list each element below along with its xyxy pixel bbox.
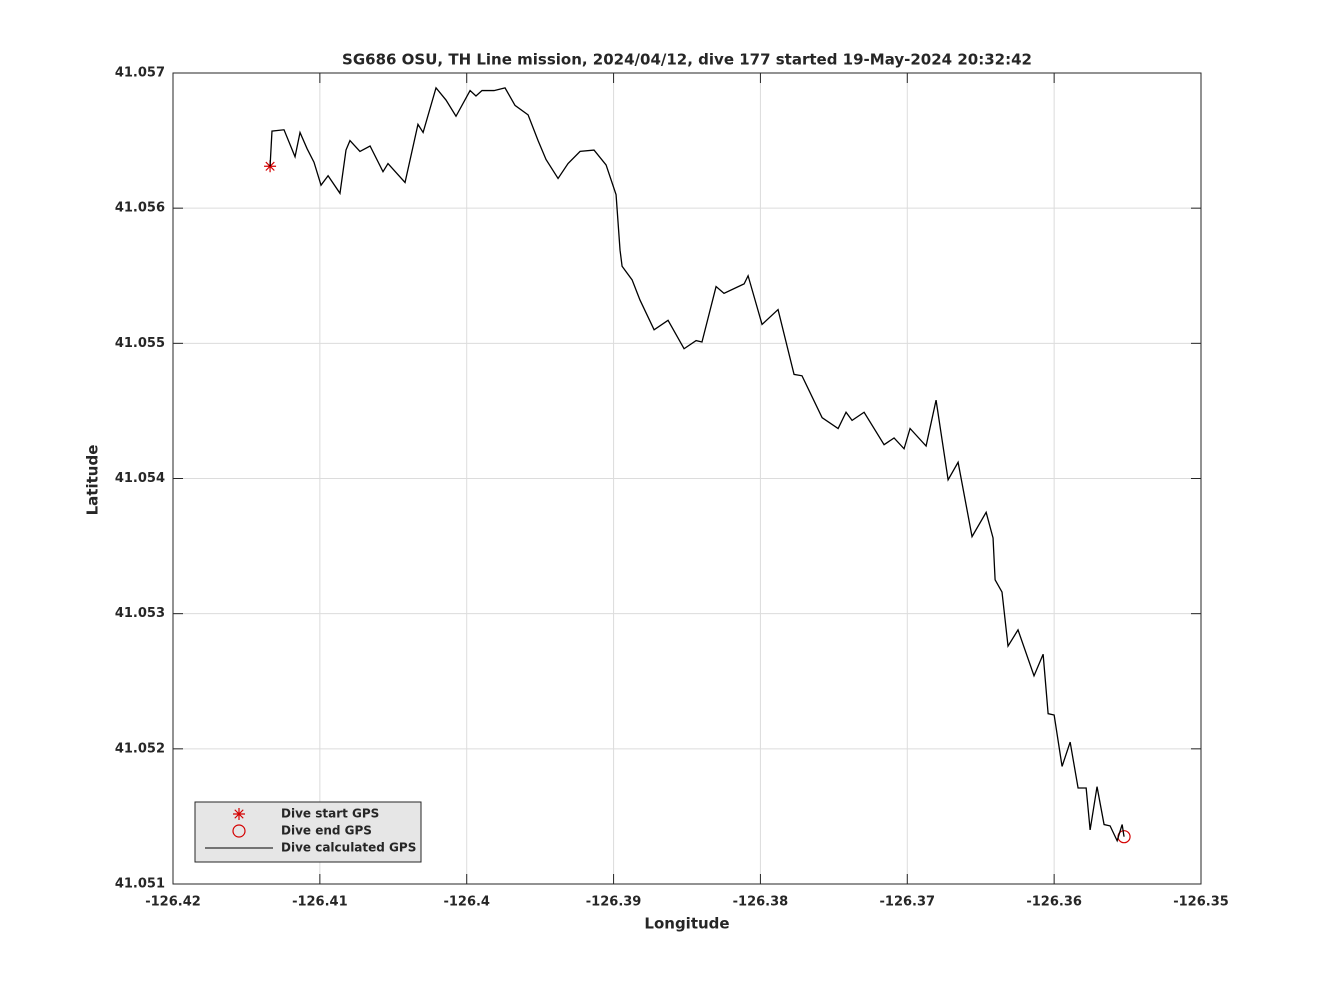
legend-symbol (232, 824, 246, 838)
y-tick-label: 41.052 (115, 741, 165, 756)
y-tick-label: 41.055 (115, 336, 165, 351)
x-tick-label: -126.41 (292, 895, 348, 910)
chart-title: SG686 OSU, TH Line mission, 2024/04/12, … (342, 51, 1032, 69)
x-tick-label: -126.42 (145, 895, 201, 910)
axes-box (172, 72, 1202, 885)
legend-label: Dive start GPS (281, 807, 379, 821)
y-axis-label: Latitude (84, 445, 102, 516)
y-tick-label: 41.057 (115, 66, 165, 81)
x-tick-label: -126.36 (1026, 895, 1082, 910)
y-tick-label: 41.054 (115, 471, 165, 486)
y-tick-label: 41.051 (115, 877, 165, 892)
track-line (269, 86, 1125, 843)
x-tick-label: -126.37 (880, 895, 936, 910)
y-tick-label: 41.053 (115, 606, 165, 621)
legend-symbol (233, 808, 245, 820)
x-tick-label: -126.38 (733, 895, 789, 910)
x-axis-label: Longitude (644, 915, 729, 933)
y-tick-label: 41.056 (115, 201, 165, 216)
x-tick-label: -126.39 (586, 895, 642, 910)
legend-label: Dive calculated GPS (281, 841, 416, 855)
x-tick-label: -126.35 (1173, 895, 1229, 910)
x-tick-label: -126.4 (443, 895, 490, 910)
legend-label: Dive end GPS (281, 824, 372, 838)
